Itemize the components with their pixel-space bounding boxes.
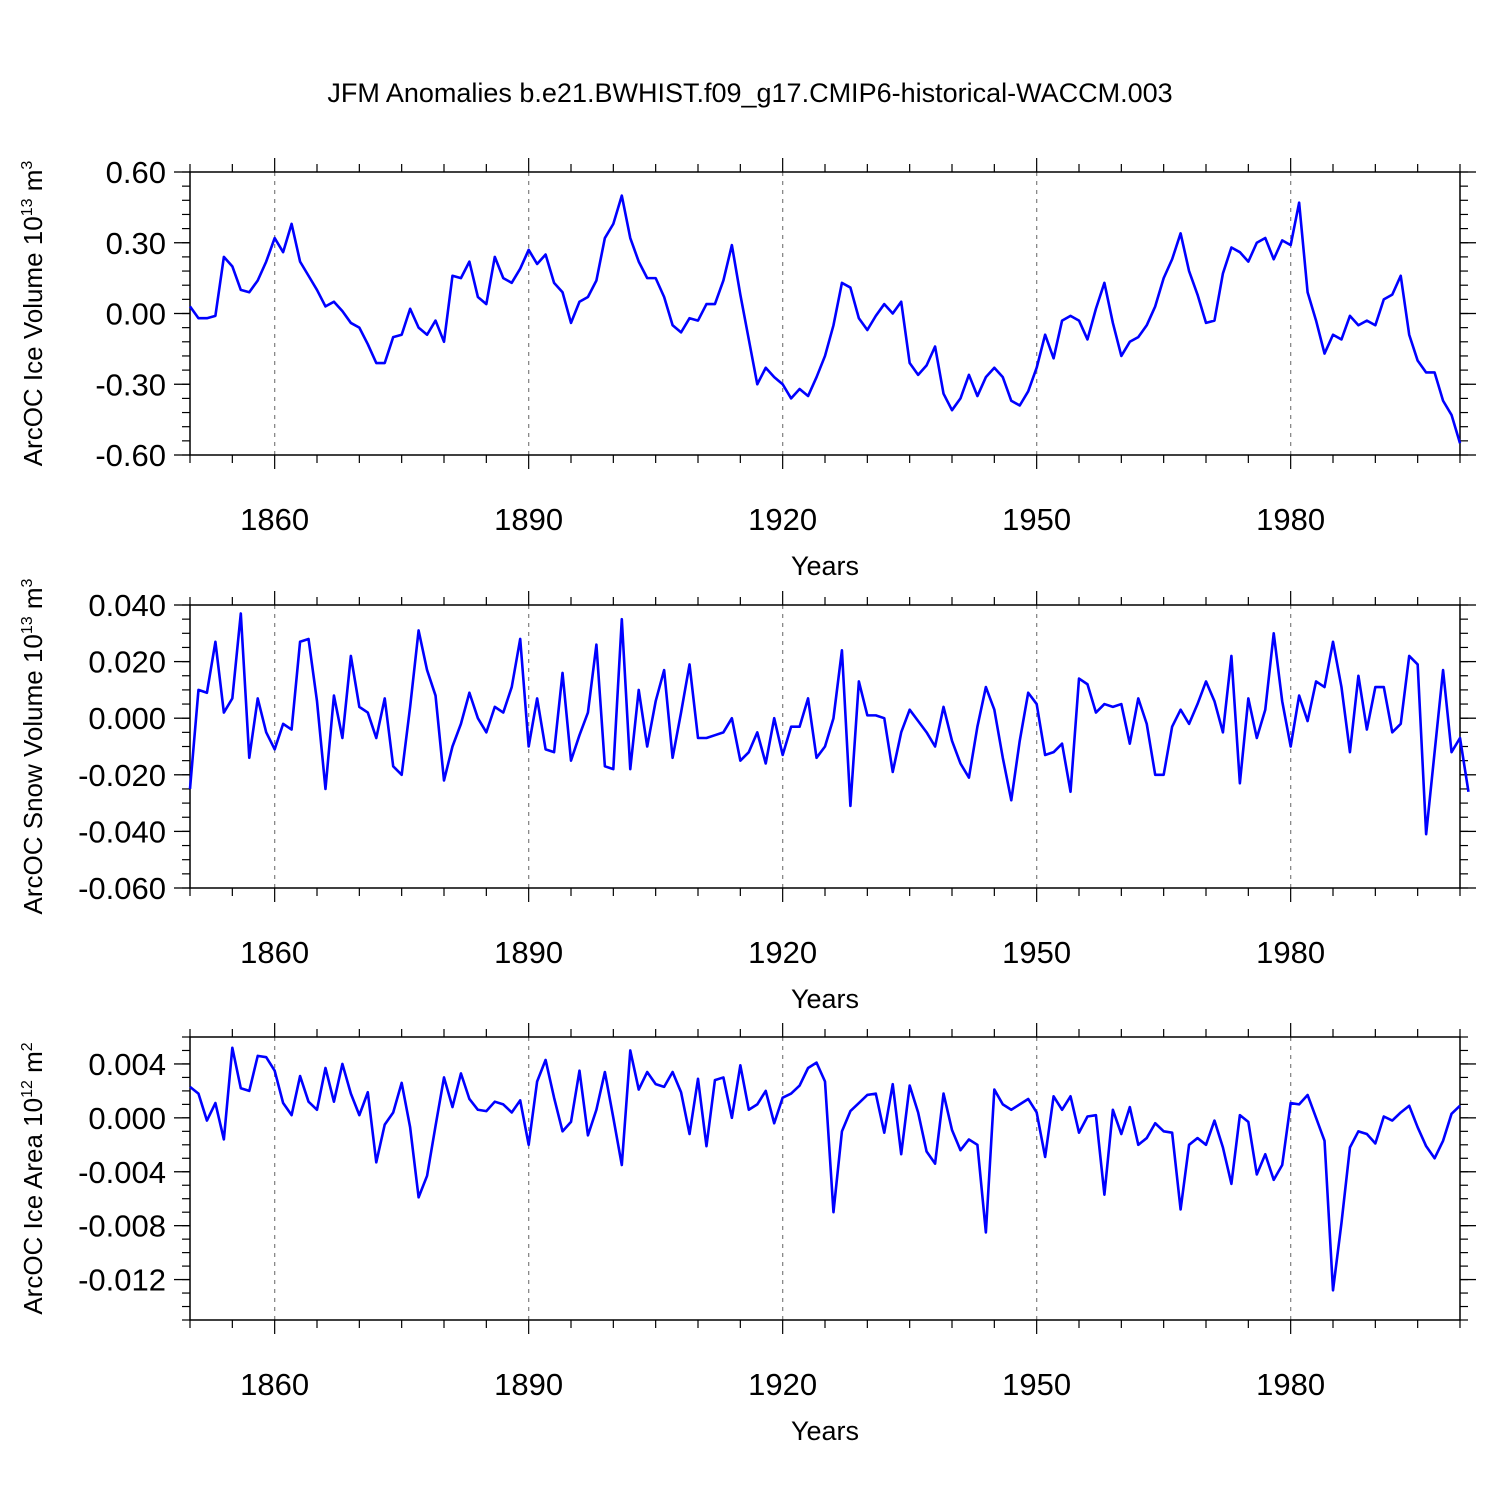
x-tick-label: 1860	[240, 502, 309, 537]
y-tick-label: 0.30	[106, 226, 166, 261]
x-axis-label: Years	[791, 1416, 859, 1446]
y-tick-label: -0.020	[78, 758, 166, 793]
y-tick-label: -0.012	[78, 1263, 166, 1298]
y-tick-label: 0.00	[106, 297, 166, 332]
y-tick-label: -0.60	[95, 438, 166, 473]
series-line	[188, 612, 1470, 836]
y-tick-label: -0.008	[78, 1209, 166, 1244]
y-axis-label: ArcOC Ice Volume 1013 m3	[18, 161, 48, 467]
x-tick-label: 1920	[748, 1367, 817, 1402]
x-tick-label: 1950	[1002, 1367, 1071, 1402]
x-tick-label: 1950	[1002, 502, 1071, 537]
y-tick-label: 0.004	[88, 1047, 166, 1082]
chart-panel-3: 0.004 0.000 -0.004 -0.008 -0.012 1860 1890 1920…	[18, 1023, 1476, 1446]
y-tick-label: 0.60	[106, 155, 166, 190]
chart-panel-1: 0.60 0.30 0.00 -0.30 -0.60 1860 1890 1920 1950 19…	[18, 155, 1476, 581]
y-tick-label: 0.000	[88, 701, 166, 736]
x-axis-label: Years	[791, 551, 859, 581]
y-tick-label: -0.060	[78, 871, 166, 906]
x-axis-label: Years	[791, 984, 859, 1014]
x-tick-label: 1980	[1256, 502, 1325, 537]
x-tick-label: 1950	[1002, 935, 1071, 970]
y-tick-label: 0.020	[88, 645, 166, 680]
series-line	[188, 194, 1462, 444]
x-tick-label: 1920	[748, 502, 817, 537]
y-tick-label: 0.000	[88, 1101, 166, 1136]
chart-title: JFM Anomalies b.e21.BWHIST.f09_g17.CMIP6…	[327, 78, 1173, 108]
chart-panel-2: 0.040 0.020 0.000 -0.020 -0.040 -0.060 1860 189…	[18, 578, 1476, 1014]
x-tick-label: 1890	[494, 502, 563, 537]
y-axis-label: ArcOC Ice Area 1012 m2	[18, 1042, 48, 1314]
x-tick-label: 1860	[240, 935, 309, 970]
y-tick-label: -0.004	[78, 1155, 166, 1190]
y-tick-label: -0.040	[78, 814, 166, 849]
x-tick-label: 1890	[494, 1367, 563, 1402]
series-line	[189, 1046, 1461, 1292]
y-tick-label: -0.30	[95, 367, 166, 402]
x-tick-label: 1890	[494, 935, 563, 970]
x-tick-label: 1980	[1256, 1367, 1325, 1402]
plot-frame	[189, 171, 1461, 456]
x-tick-label: 1920	[748, 935, 817, 970]
x-tick-label: 1860	[240, 1367, 309, 1402]
y-axis-label: ArcOC Snow Volume 1013 m3	[18, 578, 48, 914]
x-tick-label: 1980	[1256, 935, 1325, 970]
y-tick-label: 0.040	[88, 588, 166, 623]
